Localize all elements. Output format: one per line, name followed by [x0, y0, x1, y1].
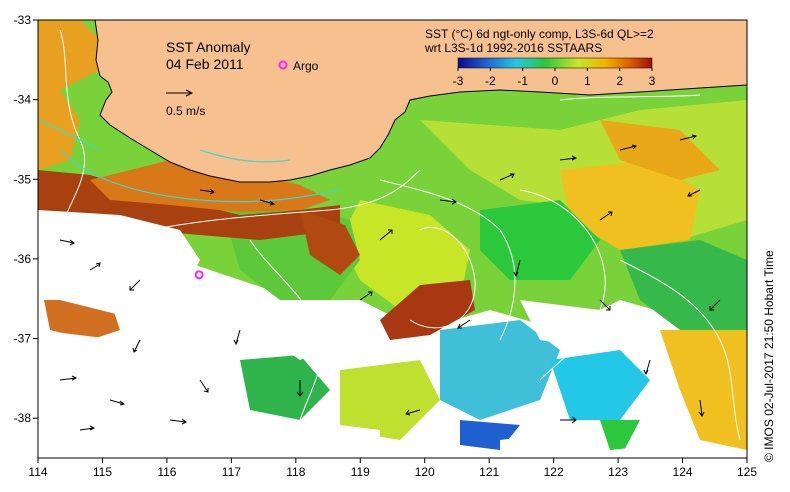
argo-float-icon — [194, 270, 204, 280]
x-tick-label: 115 — [93, 465, 112, 479]
colorbar: SST (°C) 6d ngt-only comp, L3S-6d QL>=2 … — [424, 27, 656, 88]
argo-legend-label: Argo — [293, 59, 319, 73]
x-tick-label: 120 — [415, 465, 435, 479]
plot-frame — [37, 19, 748, 459]
y-axis: -33 -34 -35 -36 -37 -38 — [14, 13, 38, 425]
x-tick-label: 123 — [608, 465, 628, 479]
plot-area — [38, 20, 747, 458]
colorbar-ramp — [457, 57, 653, 69]
colorbar-tick-label: -2 — [485, 74, 496, 88]
argo-legend-icon — [278, 60, 288, 70]
colorbar-tick-label: 3 — [649, 74, 656, 88]
x-tick-label: 121 — [479, 465, 499, 479]
colorbar-tick-label: 1 — [584, 74, 591, 88]
colorbar-tick-label: 0 — [552, 74, 559, 88]
colorbar-title-line2: wrt L3S-1d 1992-2016 SSTAARS — [424, 41, 602, 55]
x-tick-label: 119 — [351, 465, 370, 479]
scale-label: 0.5 m/s — [166, 104, 205, 118]
y-tick-label: -36 — [14, 252, 32, 266]
colorbar-ticks: -3 -2 -1 0 1 2 3 — [453, 68, 656, 88]
sst-field — [38, 20, 747, 450]
credit-text: IMOS 02-Jul-2017 21:50 Hobart Time — [762, 250, 776, 450]
map-title: SST Anomaly — [166, 39, 251, 55]
copyright-mark: © — [762, 453, 776, 462]
y-tick-label: -38 — [14, 411, 32, 425]
colorbar-tick-label: -3 — [453, 74, 464, 88]
y-tick-label: -37 — [14, 332, 32, 346]
argo-legend: Argo — [278, 59, 319, 73]
x-axis: 114 115 116 117 118 119 120 121 122 123 124 125 — [28, 458, 757, 479]
x-tick-label: 124 — [673, 465, 693, 479]
colorbar-tick-label: 2 — [616, 74, 623, 88]
argo-float-marker — [194, 270, 204, 280]
x-tick-label: 125 — [737, 465, 757, 479]
x-tick-label: 122 — [544, 465, 564, 479]
y-tick-label: -33 — [14, 13, 32, 27]
y-tick-label: -34 — [14, 93, 32, 107]
cloud-mask — [38, 210, 740, 458]
x-tick-label: 118 — [286, 465, 305, 479]
y-tick-label: -35 — [14, 172, 32, 186]
current-vectors — [59, 134, 721, 431]
colorbar-title-line1: SST (°C) 6d ngt-only comp, L3S-6d QL>=2 — [425, 27, 654, 41]
coastal-current-lines — [39, 119, 341, 203]
credit-line: © IMOS 02-Jul-2017 21:50 Hobart Time — [762, 250, 776, 462]
x-tick-label: 117 — [222, 465, 241, 479]
velocity-scale: 0.5 m/s — [166, 89, 205, 118]
x-tick-label: 116 — [157, 465, 176, 479]
map-date: 04 Feb 2011 — [166, 56, 244, 72]
x-tick-label: 114 — [28, 465, 47, 479]
scale-arrow-icon — [166, 89, 194, 97]
colorbar-tick-label: -1 — [517, 74, 528, 88]
